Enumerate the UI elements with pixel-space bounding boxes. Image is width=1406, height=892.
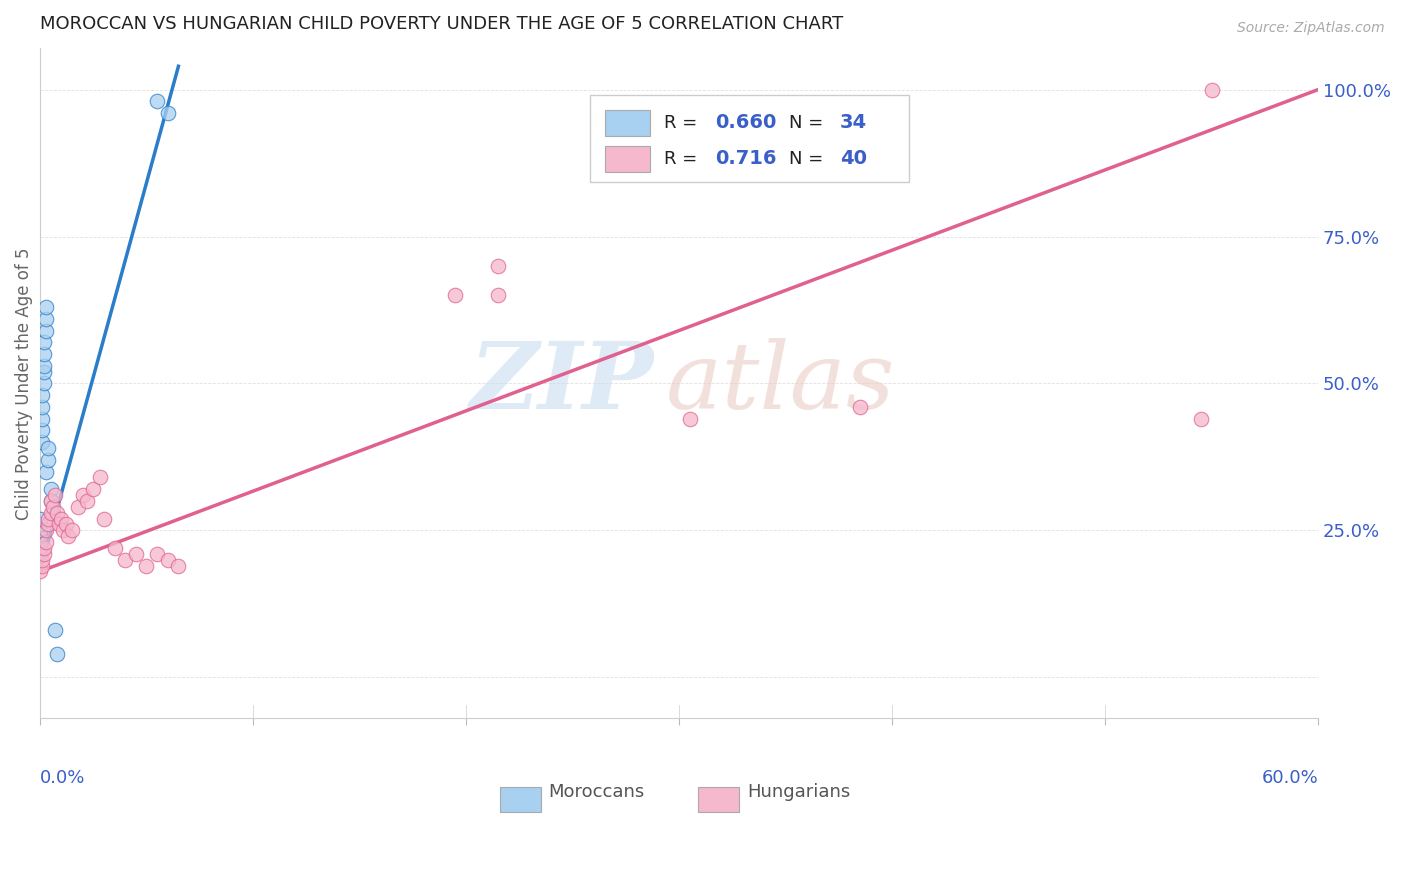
- Point: [849, 400, 872, 414]
- Point: [46, 506, 69, 520]
- Text: R =: R =: [664, 150, 703, 168]
- Point: [103, 541, 125, 555]
- Point: [32, 547, 55, 561]
- Text: 0.0%: 0.0%: [39, 769, 86, 787]
- Point: [39, 494, 62, 508]
- Point: [48, 517, 70, 532]
- FancyBboxPatch shape: [589, 95, 910, 183]
- Point: [28, 517, 51, 532]
- Point: [52, 524, 75, 538]
- Text: R =: R =: [664, 114, 703, 132]
- Point: [31, 400, 53, 414]
- Point: [32, 376, 55, 391]
- Point: [37, 517, 59, 532]
- Point: [146, 95, 169, 109]
- Point: [35, 535, 58, 549]
- Point: [32, 365, 55, 379]
- Point: [39, 482, 62, 496]
- Point: [32, 541, 55, 555]
- Point: [93, 511, 115, 525]
- Point: [1201, 82, 1223, 96]
- Point: [156, 106, 179, 120]
- Point: [39, 494, 62, 508]
- Text: Moroccans: Moroccans: [548, 783, 645, 801]
- Point: [35, 311, 58, 326]
- Point: [32, 335, 55, 350]
- Point: [28, 535, 51, 549]
- Point: [37, 452, 59, 467]
- Text: 0.716: 0.716: [714, 150, 776, 169]
- Text: atlas: atlas: [666, 338, 896, 428]
- Point: [35, 465, 58, 479]
- Text: 34: 34: [841, 113, 868, 132]
- Point: [72, 488, 94, 502]
- Point: [1189, 411, 1212, 425]
- Point: [35, 324, 58, 338]
- Point: [35, 524, 58, 538]
- Point: [37, 441, 59, 455]
- Point: [28, 541, 51, 555]
- Point: [28, 524, 51, 538]
- Point: [28, 565, 51, 579]
- Point: [28, 529, 51, 543]
- Y-axis label: Child Poverty Under the Age of 5: Child Poverty Under the Age of 5: [15, 247, 32, 520]
- Point: [28, 547, 51, 561]
- Text: 60.0%: 60.0%: [1261, 769, 1319, 787]
- Point: [56, 529, 79, 543]
- Point: [486, 288, 509, 302]
- Point: [31, 388, 53, 402]
- Point: [28, 511, 51, 525]
- Point: [32, 347, 55, 361]
- Point: [679, 411, 702, 425]
- Point: [44, 624, 66, 638]
- Point: [89, 470, 111, 484]
- Point: [146, 547, 169, 561]
- Text: Hungarians: Hungarians: [747, 783, 851, 801]
- Point: [31, 424, 53, 438]
- Point: [125, 547, 148, 561]
- Point: [156, 552, 179, 566]
- Point: [42, 506, 65, 520]
- Point: [31, 411, 53, 425]
- Point: [82, 482, 104, 496]
- Point: [167, 558, 190, 573]
- Text: 40: 40: [841, 150, 868, 169]
- Point: [31, 435, 53, 450]
- Point: [37, 511, 59, 525]
- Point: [46, 647, 69, 661]
- Point: [60, 524, 83, 538]
- Text: Source: ZipAtlas.com: Source: ZipAtlas.com: [1237, 21, 1385, 35]
- Point: [42, 500, 65, 514]
- Point: [444, 288, 467, 302]
- Point: [39, 506, 62, 520]
- Text: N =: N =: [789, 150, 830, 168]
- Point: [51, 511, 73, 525]
- Point: [114, 552, 136, 566]
- Point: [486, 259, 509, 273]
- Point: [28, 535, 51, 549]
- Point: [44, 488, 66, 502]
- Point: [67, 500, 90, 514]
- Point: [28, 529, 51, 543]
- Point: [31, 558, 53, 573]
- Text: MOROCCAN VS HUNGARIAN CHILD POVERTY UNDER THE AGE OF 5 CORRELATION CHART: MOROCCAN VS HUNGARIAN CHILD POVERTY UNDE…: [39, 15, 844, 33]
- FancyBboxPatch shape: [605, 110, 650, 136]
- Point: [28, 524, 51, 538]
- FancyBboxPatch shape: [501, 787, 541, 813]
- Text: N =: N =: [789, 114, 830, 132]
- Text: ZIP: ZIP: [470, 338, 654, 428]
- Point: [28, 541, 51, 555]
- Point: [35, 300, 58, 314]
- Point: [55, 517, 77, 532]
- FancyBboxPatch shape: [605, 146, 650, 172]
- Point: [32, 359, 55, 373]
- Point: [76, 494, 98, 508]
- FancyBboxPatch shape: [699, 787, 740, 813]
- Point: [135, 558, 157, 573]
- Text: 0.660: 0.660: [714, 113, 776, 132]
- Point: [31, 552, 53, 566]
